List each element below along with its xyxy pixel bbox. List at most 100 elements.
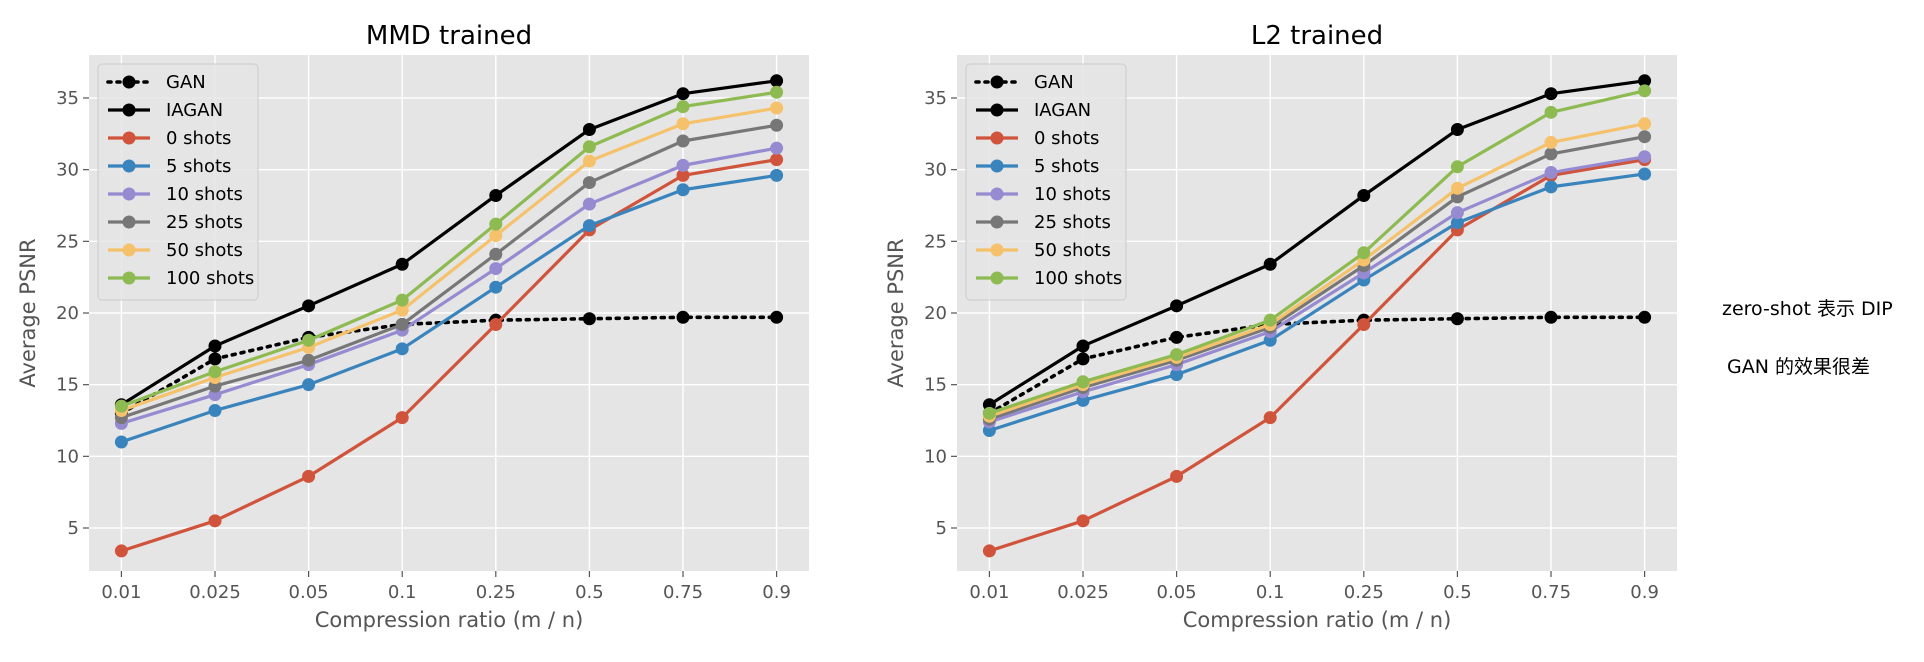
legend-label: IAGAN [1034,100,1091,121]
legend-marker [990,103,1004,117]
data-point [489,217,503,231]
legend-label: IAGAN [166,100,223,121]
data-point [302,333,316,347]
legend-label: 0 shots [166,128,231,149]
data-point [582,312,596,326]
x-tick-label: 0.01 [101,582,141,603]
data-point [208,514,222,528]
legend-marker [122,75,136,89]
data-point [582,219,596,233]
data-point [582,176,596,190]
data-point [208,352,222,366]
data-point [1450,123,1464,137]
data-point [1638,167,1652,181]
y-tick-label: 30 [56,160,79,181]
data-point [770,101,784,115]
data-point [114,399,128,413]
data-point [489,229,503,243]
data-point [770,85,784,99]
legend-box [97,63,259,301]
legend: GAN IAGAN 0 shots 5 shots 10 shots 25 shots 50… [965,63,1127,301]
data-point [489,317,503,331]
data-point [1076,352,1090,366]
annotation-line-1: zero-shot 表示 DIP [1722,298,1893,320]
data-point [302,299,316,313]
legend: GAN IAGAN 0 shots 5 shots 10 shots 25 shots 50… [97,63,259,301]
data-point [1544,147,1558,161]
series-line [120,123,777,420]
data-point [676,87,690,101]
data-point [1450,312,1464,326]
data-point [1544,166,1558,180]
data-point [1357,317,1371,331]
data-point [1357,188,1371,202]
legend-marker [122,159,136,173]
data-point [1170,469,1184,483]
legend-label: 10 shots [166,184,243,205]
data-point [114,544,128,558]
data-point [582,140,596,154]
annotation-line-2: GAN 的效果很差 [1727,356,1870,378]
data-point [770,141,784,155]
data-point [1638,310,1652,324]
x-tick-label: 0.025 [1057,582,1109,603]
legend-marker [122,271,136,285]
x-tick-label: 0.025 [189,582,241,603]
data-point [676,158,690,172]
chart-title: L2 trained [1251,21,1383,51]
legend-marker [122,243,136,257]
legend-label: 50 shots [166,240,243,261]
legend-item: 100 shots [108,268,254,289]
data-point [302,353,316,367]
data-point [395,293,409,307]
y-tick-label: 20 [56,303,79,324]
data-point [1638,84,1652,98]
x-tick-label: 0.25 [1344,582,1384,603]
legend-label: 5 shots [1034,156,1099,177]
series-line [988,122,1645,418]
series-line [988,155,1645,424]
y-tick-label: 15 [56,375,79,396]
series-100-shots [114,85,784,413]
data-point [582,154,596,168]
data-point [770,153,784,167]
x-tick-label: 0.1 [1256,582,1285,603]
data-point [1450,160,1464,174]
y-axis-label: Average PSNR [884,238,908,387]
data-point [1263,411,1277,425]
x-tick-label: 0.75 [663,582,703,603]
legend-marker [990,131,1004,145]
data-point [676,117,690,131]
data-point [489,262,503,276]
chart-title: MMD trained [366,21,532,51]
data-point [302,469,316,483]
y-tick-label: 30 [924,160,947,181]
data-point [982,406,996,420]
data-point [208,365,222,379]
data-point [1544,180,1558,194]
series-line [120,90,777,408]
y-axis-label: Average PSNR [16,238,40,387]
x-tick-label: 0.5 [1443,582,1472,603]
data-point [489,280,503,294]
y-tick-label: 25 [56,231,79,252]
chart-2: 0.01 0.025 0.05 0.1 0.25 0.5 0.75 0.9 5 10 15 20 25 3… [884,21,1677,632]
data-point [770,168,784,182]
x-tick-label: 0.1 [388,582,417,603]
series-line [120,79,777,407]
data-point [1544,310,1558,324]
data-point [1170,330,1184,344]
data-point [1544,105,1558,119]
data-point [395,303,409,317]
legend-item: 50 shots [976,240,1111,261]
data-point [1076,375,1090,389]
data-point [982,544,996,558]
x-axis-label: Compression ratio (m / n) [315,608,584,632]
data-point [676,100,690,114]
x-tick-label: 0.9 [762,582,791,603]
x-axis-label: Compression ratio (m / n) [1183,608,1452,632]
legend-marker [990,271,1004,285]
legend-label: 100 shots [166,268,254,289]
legend-label: 100 shots [1034,268,1122,289]
